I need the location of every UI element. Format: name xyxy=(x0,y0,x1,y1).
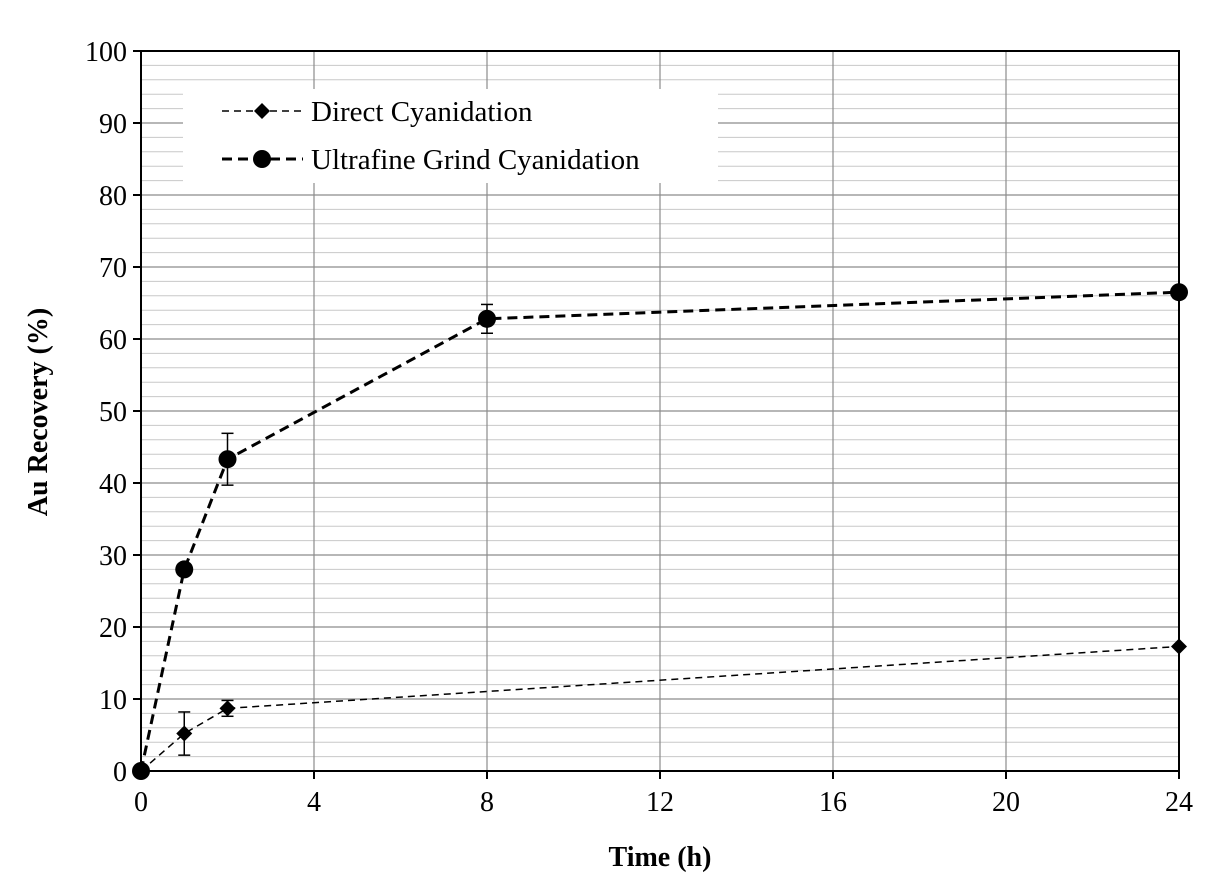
axis-ticks xyxy=(133,50,1180,779)
y-axis-title: Au Recovery (%) xyxy=(23,308,54,516)
legend-box xyxy=(183,89,718,183)
x-tick-label: 8 xyxy=(480,787,494,818)
series-line-1 xyxy=(140,645,1180,772)
y-tick-label: 60 xyxy=(99,325,127,356)
y-tick-label: 80 xyxy=(99,181,127,212)
x-tick-label: 24 xyxy=(1165,787,1193,818)
legend-marker-2 xyxy=(253,150,271,168)
x-tick-label: 12 xyxy=(646,787,674,818)
x-tick-label: 16 xyxy=(819,787,847,818)
data-point-ultrafine xyxy=(478,309,496,328)
data-point-direct xyxy=(176,725,193,742)
y-tick-label: 40 xyxy=(99,469,127,500)
legend-marker-1 xyxy=(254,103,270,119)
y-tick-label: 90 xyxy=(99,109,127,140)
y-tick-label: 10 xyxy=(99,685,127,716)
x-tick-label: 20 xyxy=(992,787,1020,818)
legend-label-1: Direct Cyanidation xyxy=(311,96,533,128)
y-tick-label: 20 xyxy=(99,613,127,644)
data-point-direct xyxy=(219,700,236,717)
y-tick-label: 30 xyxy=(99,541,127,572)
x-axis-title: Time (h) xyxy=(609,842,712,873)
error-bars xyxy=(178,303,493,756)
data-point-ultrafine xyxy=(175,560,194,579)
legend-label-2: Ultrafine Grind Cyanidation xyxy=(311,144,640,176)
y-tick-label: 0 xyxy=(113,757,127,788)
x-tick-label: 0 xyxy=(134,787,148,818)
y-tick-label: 70 xyxy=(99,253,127,284)
y-tick-label: 100 xyxy=(85,37,127,68)
y-tick-labels: 0 10 20 30 40 50 60 70 80 90 100 xyxy=(85,37,127,788)
series-markers xyxy=(132,283,1188,780)
data-point-ultrafine xyxy=(218,450,237,469)
x-tick-labels: 0 4 8 12 16 20 24 xyxy=(134,787,1193,818)
x-tick-label: 4 xyxy=(307,787,321,818)
legend: Direct Cyanidation Ultrafine Grind Cyanid… xyxy=(183,89,718,183)
y-tick-label: 50 xyxy=(99,397,127,428)
